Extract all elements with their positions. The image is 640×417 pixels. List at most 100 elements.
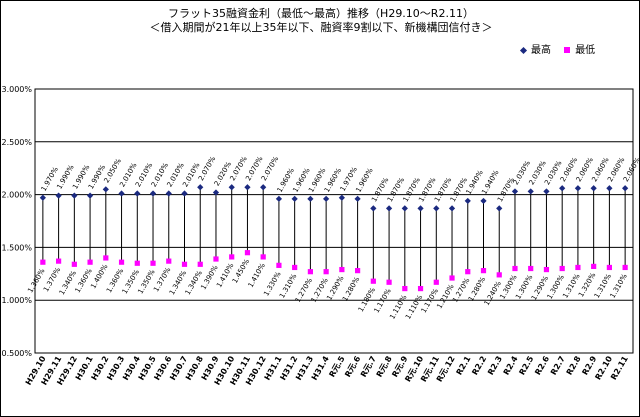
high-point	[417, 205, 424, 212]
high-point	[480, 197, 487, 205]
low-point	[575, 264, 581, 271]
y-tick-label: 2.000%	[1, 191, 32, 200]
x-tick-label: R2.7	[549, 355, 567, 377]
low-point	[402, 285, 408, 292]
x-tick-label: R2.8	[565, 354, 583, 376]
x-tick-label: R2.3	[486, 354, 504, 376]
legend-low-marker	[564, 47, 571, 53]
x-tick-label: R2.1	[455, 354, 473, 376]
low-point	[307, 269, 313, 275]
x-tick-label: R2.2	[470, 355, 488, 377]
low-data-label: 1.410%	[215, 262, 235, 289]
low-point	[449, 275, 455, 281]
low-point	[260, 254, 266, 260]
high-point	[275, 195, 283, 202]
high-point	[354, 195, 361, 202]
low-point	[150, 260, 156, 266]
high-point	[181, 190, 188, 197]
high-point	[590, 185, 597, 192]
legend-high-label: 最高	[531, 45, 551, 56]
low-point	[276, 262, 282, 268]
x-tick-label: R2.4	[502, 354, 520, 376]
y-tick-label: 2.500%	[1, 138, 32, 147]
low-point	[134, 260, 140, 266]
low-point	[339, 266, 345, 273]
low-point	[355, 268, 361, 274]
low-point	[71, 261, 77, 267]
chart-subtitle: ＜借入期間が21年以上35年以下、融資率9割以下、新機構団信付き＞	[149, 21, 493, 34]
low-point	[433, 279, 439, 285]
high-point	[102, 186, 109, 193]
plot-area-border	[34, 88, 634, 354]
low-point	[56, 258, 62, 264]
y-tick-label: 3.000%	[1, 85, 32, 94]
high-point	[574, 185, 582, 192]
high-point	[71, 192, 78, 199]
high-point	[291, 195, 298, 202]
high-point	[244, 184, 251, 191]
high-data-label: 2.070%	[197, 155, 217, 182]
low-point	[292, 264, 298, 271]
high-point	[323, 195, 330, 202]
y-tick-label: 1.000%	[1, 296, 32, 305]
low-data-label: 1.410%	[247, 262, 267, 289]
high-point	[260, 184, 267, 191]
high-point	[527, 188, 534, 195]
low-point	[543, 266, 550, 273]
low-point	[197, 261, 203, 267]
low-point	[480, 268, 487, 274]
high-point	[543, 188, 550, 195]
chart-title: フラット35融資金利（最低～最高）推移（H29.10～R2.11）	[168, 7, 474, 20]
legend-item-low: 最低	[564, 41, 595, 56]
high-point	[165, 190, 172, 197]
high-point	[433, 205, 440, 212]
high-point	[134, 190, 141, 197]
low-point	[213, 256, 219, 262]
low-point	[40, 259, 46, 265]
low-point	[528, 265, 534, 272]
high-point	[338, 194, 345, 201]
high-point	[464, 197, 471, 205]
high-point	[496, 205, 503, 212]
high-point	[228, 184, 235, 191]
high-point	[39, 194, 46, 201]
legend: 最高 最低	[519, 41, 605, 56]
low-point	[87, 259, 93, 265]
low-point	[370, 278, 376, 284]
high-point	[401, 205, 408, 212]
x-tick-label: R2.6	[533, 354, 551, 376]
high-point	[511, 188, 519, 195]
low-point	[606, 264, 612, 271]
high-point	[118, 190, 125, 197]
low-point	[386, 279, 392, 285]
low-point	[496, 272, 502, 278]
high-point	[622, 185, 629, 192]
high-point	[448, 205, 456, 212]
low-point	[622, 264, 628, 271]
low-point	[465, 269, 471, 275]
high-point	[197, 184, 204, 191]
low-point	[244, 250, 251, 256]
low-point	[591, 263, 597, 270]
high-point	[55, 192, 62, 199]
x-tick-label: R2.5	[517, 354, 535, 376]
low-point	[118, 259, 125, 265]
high-point	[307, 195, 314, 202]
low-point	[103, 255, 109, 261]
high-point	[370, 205, 377, 212]
low-point	[512, 265, 518, 272]
y-tick-label: 1.500%	[1, 243, 32, 252]
low-point	[181, 261, 188, 267]
high-point	[149, 190, 157, 197]
high-point	[385, 205, 393, 212]
y-tick-label: 0.500%	[1, 349, 32, 358]
low-point	[559, 265, 565, 272]
low-point	[229, 254, 235, 260]
high-point	[606, 185, 613, 192]
low-point	[166, 258, 172, 264]
low-point	[323, 269, 329, 275]
high-point	[559, 185, 566, 192]
low-data-label: 1.360%	[74, 267, 94, 294]
